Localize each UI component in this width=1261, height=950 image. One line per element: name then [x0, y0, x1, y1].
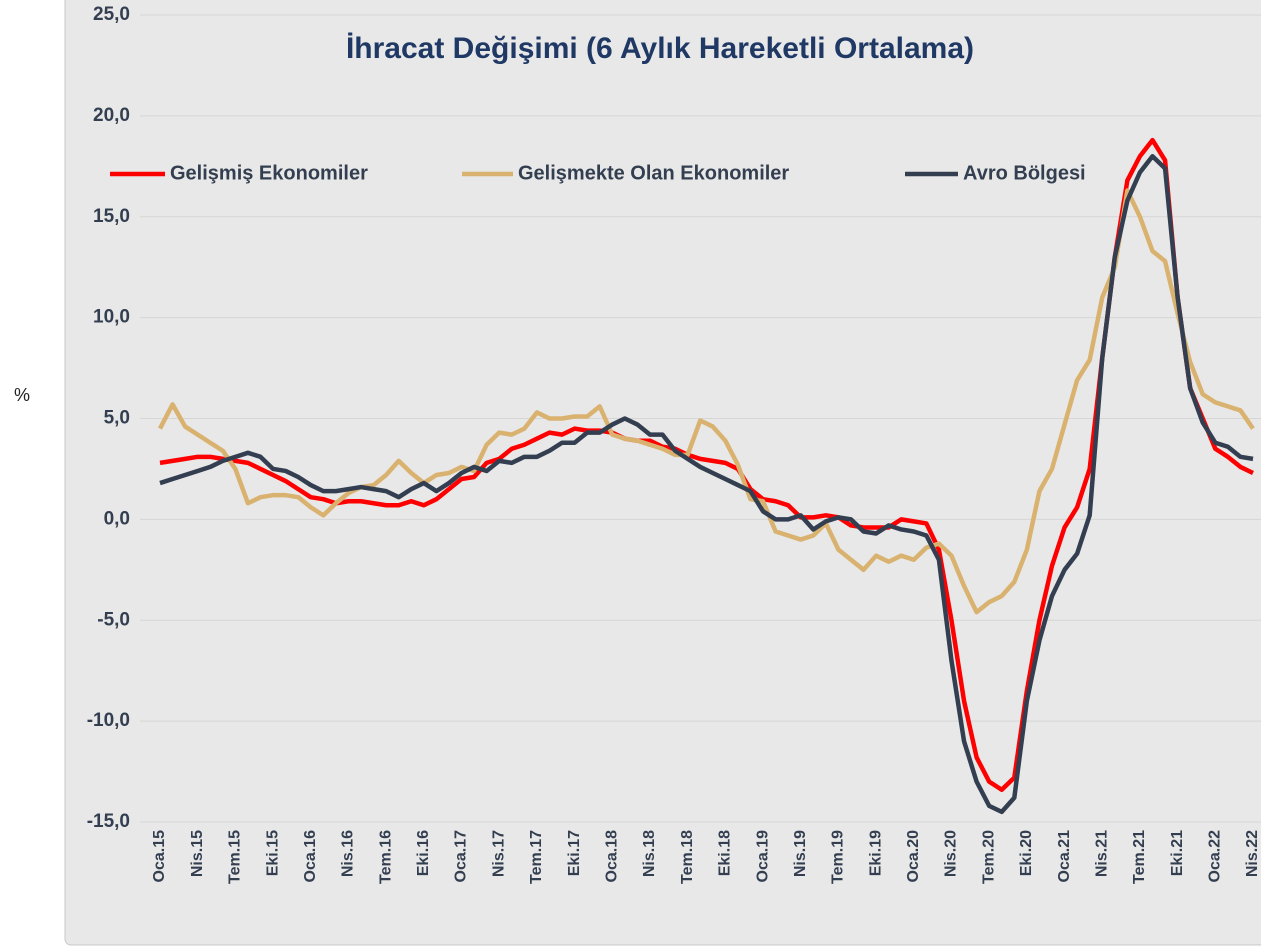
legend-label: Gelişmiş Ekonomiler	[170, 162, 368, 184]
x-tick-label: Eki.19	[867, 830, 884, 876]
x-tick-label: Nis.16	[340, 830, 357, 877]
x-tick-label: Oca.15	[151, 830, 168, 883]
y-tick-label: -5,0	[97, 609, 130, 630]
y-tick-label: 25,0	[93, 4, 130, 25]
chart-title: İhracat Değişimi (6 Aylık Hareketli Orta…	[346, 32, 974, 65]
x-tick-label: Oca.19	[754, 830, 771, 883]
x-tick-label: Nis.20	[943, 830, 960, 877]
x-tick-label: Nis.17	[490, 830, 507, 877]
x-tick-label: Eki.21	[1169, 830, 1186, 876]
x-tick-label: Eki.16	[415, 830, 432, 876]
x-tick-label: Oca.18	[603, 830, 620, 883]
x-tick-label: Eki.20	[1018, 830, 1035, 876]
x-tick-label: Tem.21	[1131, 830, 1148, 884]
y-tick-label: 5,0	[104, 408, 130, 429]
x-tick-label: Eki.17	[566, 830, 583, 876]
x-tick-label: Oca.22	[1207, 830, 1224, 883]
legend-label: Avro Bölgesi	[963, 162, 1086, 184]
x-tick-label: Nis.22	[1244, 830, 1261, 877]
x-tick-label: Tem.20	[980, 830, 997, 884]
series-line	[159, 153, 1254, 815]
x-tick-label: Tem.19	[830, 830, 847, 884]
x-tick-label: Tem.16	[377, 830, 394, 884]
series-line	[159, 137, 1254, 792]
x-tick-label: Nis.21	[1093, 830, 1110, 877]
x-tick-label: Oca.16	[302, 830, 319, 883]
y-tick-label: 15,0	[93, 206, 130, 227]
x-tick-label: Eki.18	[717, 830, 734, 876]
x-tick-label: Eki.15	[264, 830, 281, 876]
x-tick-label: Oca.21	[1056, 830, 1073, 883]
x-tick-label: Oca.17	[453, 830, 470, 883]
y-tick-label: 20,0	[93, 105, 130, 126]
x-tick-label: Tem.15	[227, 830, 244, 884]
x-tick-label: Nis.19	[792, 830, 809, 877]
x-tick-label: Nis.18	[641, 830, 658, 877]
y-tick-label: 10,0	[93, 307, 130, 328]
x-tick-label: Tem.18	[679, 830, 696, 884]
y-tick-label: 0,0	[104, 508, 130, 529]
x-tick-label: Oca.20	[905, 830, 922, 883]
x-tick-label: Nis.15	[189, 830, 206, 877]
x-tick-label: Tem.17	[528, 830, 545, 884]
y-tick-label: -10,0	[87, 710, 130, 731]
series-line	[158, 188, 1255, 615]
plot-background	[64, 0, 1261, 946]
y-tick-label: -15,0	[87, 811, 130, 832]
y-axis-label: %	[14, 385, 30, 405]
legend-label: Gelişmekte Olan Ekonomiler	[518, 162, 789, 184]
